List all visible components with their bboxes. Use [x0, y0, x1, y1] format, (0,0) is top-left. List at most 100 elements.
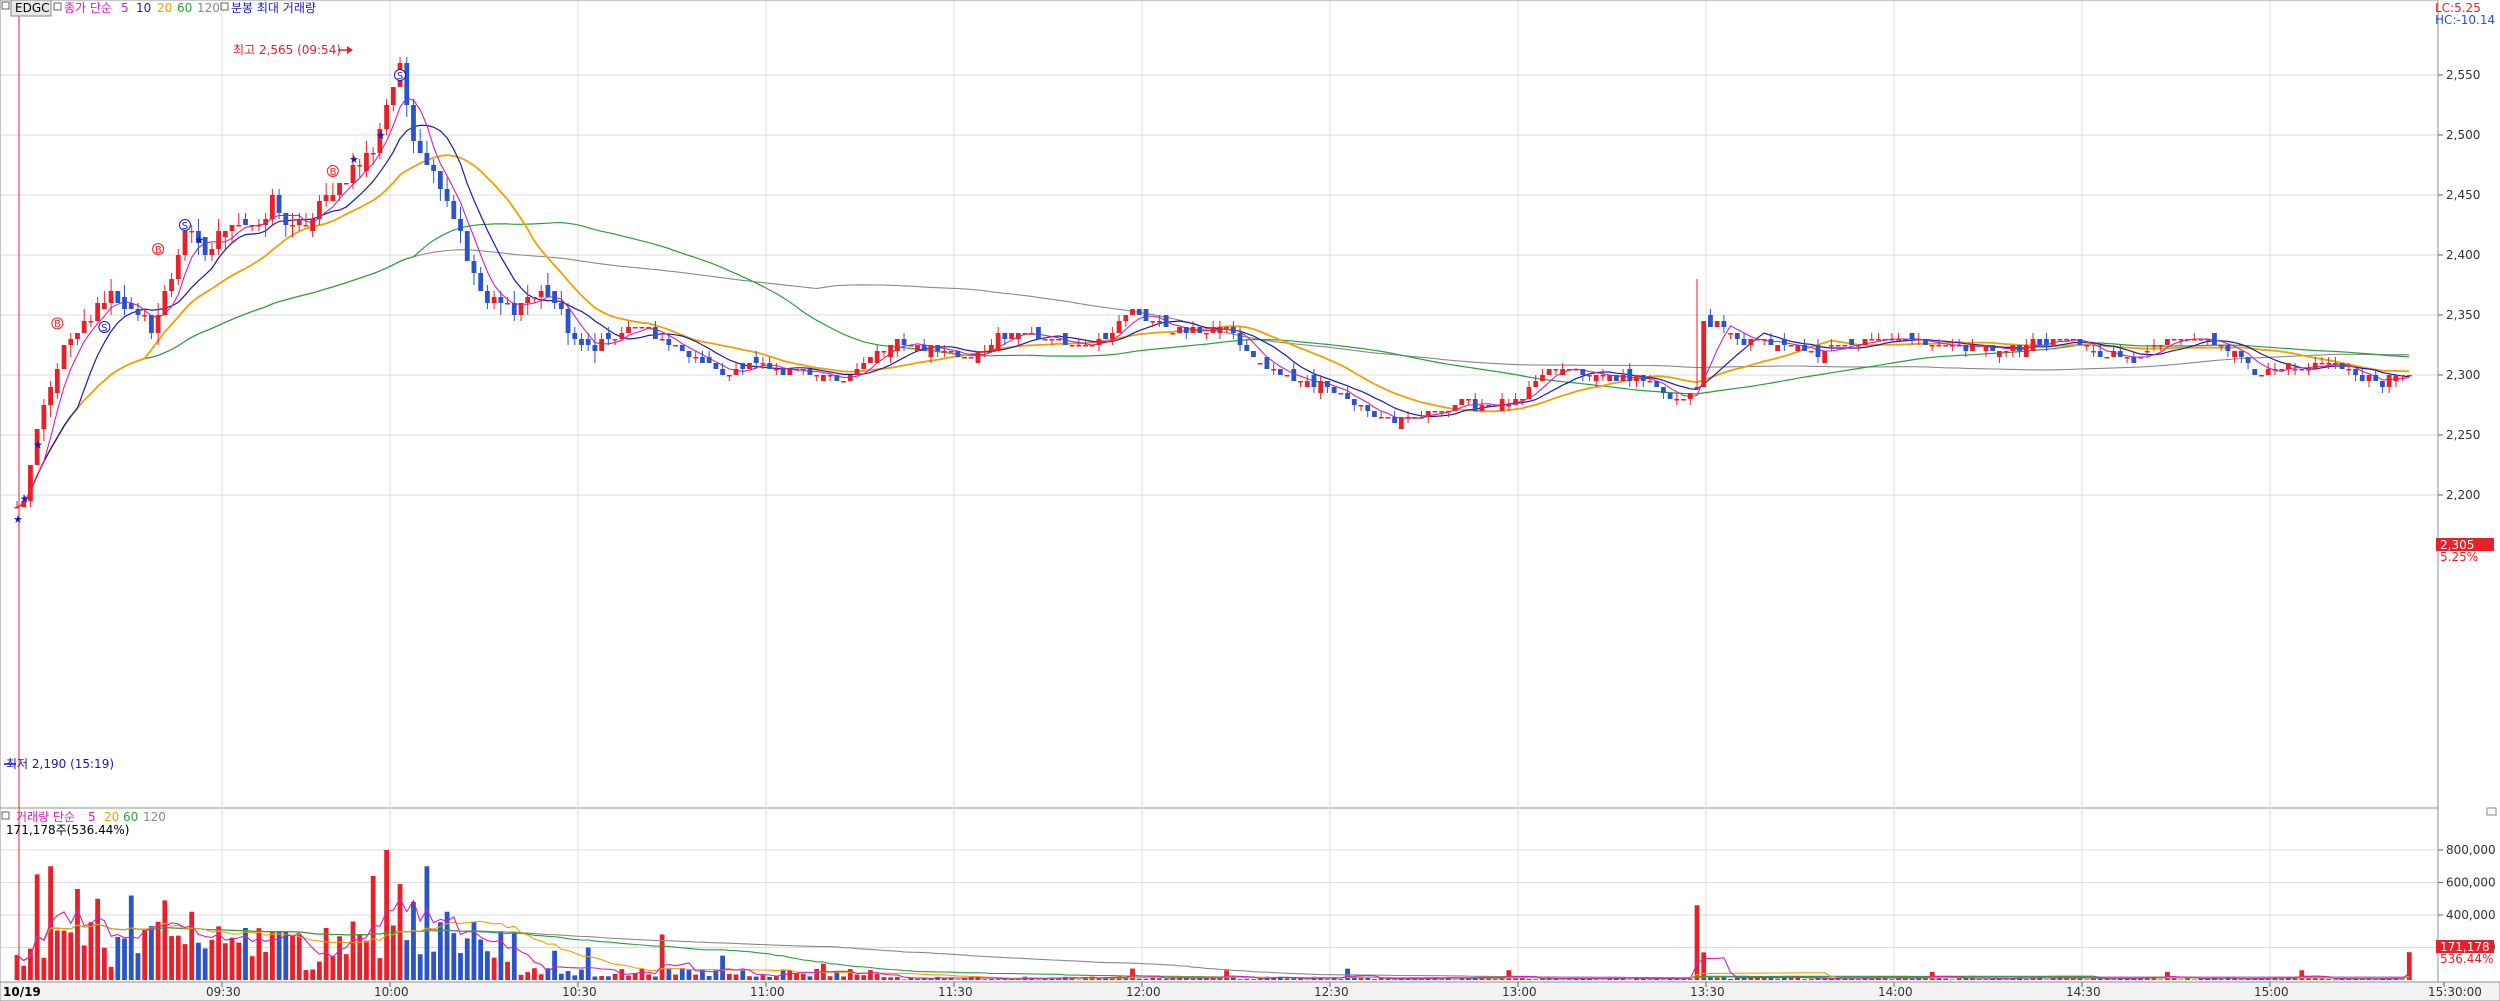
volume-bar[interactable] — [1291, 978, 1297, 980]
volume-bar[interactable] — [1647, 979, 1653, 980]
volume-bar[interactable] — [861, 975, 867, 980]
candle-body[interactable] — [1761, 339, 1767, 341]
candle-body[interactable] — [2272, 369, 2278, 371]
candle-body[interactable] — [1553, 369, 1559, 371]
candle-body[interactable] — [2319, 363, 2325, 365]
candle-body[interactable] — [2023, 345, 2029, 357]
volume-bar[interactable] — [189, 911, 195, 980]
volume-bar[interactable] — [2326, 978, 2332, 980]
volume-bar[interactable] — [88, 922, 94, 980]
volume-bar[interactable] — [599, 975, 605, 980]
volume-bar[interactable] — [1620, 977, 1626, 980]
volume-bar[interactable] — [290, 935, 295, 980]
volume-bar[interactable] — [1761, 977, 1767, 980]
volume-bar[interactable] — [1808, 978, 1814, 980]
candle-body[interactable] — [511, 303, 517, 315]
candle-body[interactable] — [1425, 411, 1431, 417]
volume-bar[interactable] — [135, 953, 141, 980]
volume-bar[interactable] — [1627, 979, 1633, 980]
volume-bar[interactable] — [1661, 979, 1666, 980]
candle-body[interactable] — [2010, 345, 2016, 351]
candle-body[interactable] — [1506, 405, 1512, 407]
volume-bar[interactable] — [1271, 977, 1277, 980]
candle-body[interactable] — [1345, 393, 1350, 399]
candle-body[interactable] — [81, 321, 87, 333]
volume-bar[interactable] — [2245, 979, 2251, 980]
volume-bar[interactable] — [2312, 977, 2318, 980]
volume-bar[interactable] — [948, 977, 954, 980]
candle-body[interactable] — [794, 369, 799, 371]
candle-body[interactable] — [552, 291, 557, 303]
candle-body[interactable] — [2178, 339, 2184, 341]
candle-body[interactable] — [619, 333, 625, 339]
volume-bar[interactable] — [236, 942, 242, 980]
volume-bar[interactable] — [1365, 978, 1371, 980]
volume-bar[interactable] — [1237, 979, 1243, 980]
volume-bar[interactable] — [1358, 976, 1364, 980]
candle-body[interactable] — [75, 333, 80, 339]
volume-bar[interactable] — [269, 931, 275, 980]
volume-bar[interactable] — [2306, 977, 2311, 980]
candle-body[interactable] — [485, 291, 490, 303]
volume-bar[interactable] — [1217, 977, 1223, 980]
candle-body[interactable] — [128, 303, 134, 309]
candle-body[interactable] — [1009, 333, 1014, 339]
candle-body[interactable] — [1661, 387, 1666, 393]
volume-bar[interactable] — [196, 942, 201, 980]
candle-body[interactable] — [1197, 327, 1203, 333]
candle-body[interactable] — [2238, 351, 2244, 357]
candle-body[interactable] — [390, 87, 396, 105]
volume-bar[interactable] — [2037, 977, 2043, 980]
candle-body[interactable] — [216, 231, 221, 249]
candle-body[interactable] — [1109, 333, 1115, 339]
candle-body[interactable] — [458, 219, 463, 231]
volume-bar[interactable] — [1351, 976, 1357, 980]
volume-bar[interactable] — [525, 972, 531, 980]
candle-body[interactable] — [1963, 345, 1969, 351]
volume-bar[interactable] — [975, 976, 981, 980]
candle-body[interactable] — [2205, 339, 2211, 341]
volume-bar[interactable] — [249, 956, 255, 980]
candle-body[interactable] — [317, 201, 322, 219]
volume-bar[interactable] — [767, 976, 773, 980]
candle-body[interactable] — [2339, 363, 2345, 369]
volume-bar[interactable] — [1109, 977, 1115, 980]
candle-body[interactable] — [343, 183, 349, 185]
candle-body[interactable] — [1748, 339, 1754, 345]
candle-body[interactable] — [2165, 339, 2170, 345]
candle-body[interactable] — [686, 351, 692, 357]
candle-body[interactable] — [1479, 405, 1485, 411]
candle-body[interactable] — [1876, 339, 1881, 341]
candle-body[interactable] — [1647, 381, 1653, 383]
volume-bar[interactable] — [364, 940, 369, 980]
candle-body[interactable] — [505, 303, 510, 305]
volume-bar[interactable] — [511, 933, 517, 980]
volume-bar[interactable] — [841, 976, 846, 980]
candle-body[interactable] — [54, 369, 60, 393]
candle-body[interactable] — [1042, 339, 1048, 341]
volume-bar[interactable] — [1130, 968, 1135, 980]
volume-bar[interactable] — [2393, 978, 2399, 980]
candle-body[interactable] — [807, 369, 813, 375]
candle-body[interactable] — [1949, 345, 1955, 347]
candle-body[interactable] — [256, 225, 262, 227]
candle-body[interactable] — [1244, 345, 1250, 351]
volume-bar[interactable] — [800, 973, 806, 980]
candle-body[interactable] — [1533, 381, 1539, 387]
volume-bar[interactable] — [1036, 979, 1041, 980]
volume-bar[interactable] — [1002, 979, 1008, 980]
volume-bar[interactable] — [881, 977, 887, 980]
volume-bar[interactable] — [411, 902, 416, 980]
candle-body[interactable] — [1640, 375, 1646, 381]
candle-body[interactable] — [1177, 327, 1182, 333]
volume-bar[interactable] — [128, 895, 134, 981]
volume-bar[interactable] — [733, 974, 739, 980]
candle-body[interactable] — [28, 465, 33, 501]
candle-body[interactable] — [572, 333, 578, 339]
candle-body[interactable] — [1654, 381, 1660, 387]
volume-bar[interactable] — [2406, 952, 2412, 980]
candle-body[interactable] — [1190, 327, 1196, 333]
volume-bar[interactable] — [1896, 977, 1901, 980]
candle-body[interactable] — [1056, 339, 1061, 341]
candle-body[interactable] — [2380, 381, 2385, 387]
